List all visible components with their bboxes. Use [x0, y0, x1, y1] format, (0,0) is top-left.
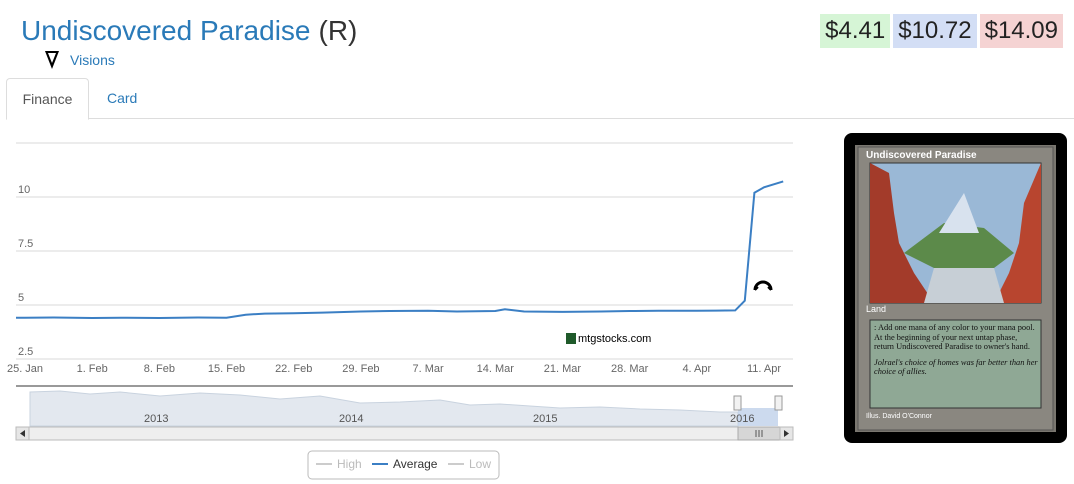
legend-average[interactable]: Average: [393, 457, 438, 471]
card-art-title: Undiscovered Paradise: [866, 150, 977, 161]
legend-high[interactable]: High: [337, 457, 362, 471]
card-art: Undiscovered Paradise Land : Add one man…: [855, 145, 1056, 432]
arrow-right-icon: [784, 430, 789, 437]
x-tick-label: 11. Apr: [747, 363, 781, 375]
chart-navigator[interactable]: 2013 2014 2015 2016: [16, 385, 793, 427]
navigator-left-handle[interactable]: [733, 395, 742, 411]
x-tick-label: 25. Jan: [7, 363, 43, 375]
card-type-line: Land: [866, 304, 886, 314]
card-rules-text: : Add one mana of any color to your mana…: [874, 323, 1035, 352]
set-link[interactable]: Visions: [70, 52, 115, 68]
set-row: Visions: [44, 50, 115, 70]
arrow-left-icon: [20, 430, 25, 437]
legend-low[interactable]: Low: [469, 457, 491, 471]
visions-set-icon: [45, 51, 59, 69]
x-tick-label: 1. Feb: [77, 363, 108, 375]
average-price-badge: $10.72: [893, 14, 977, 48]
x-tick-label: 7. Mar: [412, 363, 444, 375]
card-rarity: (R): [318, 15, 358, 46]
navigator-year-2016: 2016: [730, 413, 754, 425]
navigator-year-2014: 2014: [339, 413, 363, 425]
x-tick-label: 15. Feb: [208, 363, 245, 375]
price-badges: $4.41 $10.72 $14.09: [820, 14, 1063, 48]
card-name[interactable]: Undiscovered Paradise: [21, 15, 311, 46]
x-tick-label: 14. Mar: [477, 363, 515, 375]
y-tick-label: 7.5: [18, 238, 33, 250]
tab-bar: Finance Card: [6, 78, 1074, 120]
x-tick-label: 22. Feb: [275, 363, 312, 375]
price-spike-marker: [753, 280, 773, 291]
x-tick-label: 4. Apr: [682, 363, 711, 375]
x-tick-label: 8. Feb: [144, 363, 175, 375]
x-tick-label: 28. Mar: [611, 363, 649, 375]
navigator-year-2015: 2015: [533, 413, 557, 425]
tab-finance[interactable]: Finance: [6, 78, 89, 120]
chart-legend: High Average Low: [307, 450, 500, 480]
price-chart-svg: 2.5 5 7.5 10 25. Jan 1. Feb 8. Feb 15. Feb 22. …: [7, 142, 794, 480]
tab-card[interactable]: Card: [107, 90, 138, 106]
navigator-year-2013: 2013: [144, 413, 168, 425]
x-tick-label: 29. Feb: [342, 363, 379, 375]
y-tick-label: 5: [18, 292, 24, 304]
average-series-line: [16, 180, 784, 320]
chart-scrollbar[interactable]: [15, 426, 794, 441]
card-artist: Illus. David O'Connor: [866, 413, 933, 420]
card-title: Undiscovered Paradise (R): [21, 12, 357, 50]
watermark-text: mtgstocks.com: [578, 333, 651, 345]
high-price-badge: $14.09: [979, 14, 1063, 48]
card-image: Undiscovered Paradise Land : Add one man…: [844, 133, 1067, 443]
navigator-right-handle[interactable]: [774, 395, 783, 411]
x-tick-label: 21. Mar: [544, 363, 582, 375]
low-price-badge: $4.41: [820, 14, 891, 48]
card-flavor-text: Jolrael's choice of homes was far better…: [874, 357, 1038, 377]
mtgstocks-watermark: mtgstocks.com: [566, 333, 651, 345]
price-chart: 2.5 5 7.5 10 25. Jan 1. Feb 8. Feb 15. Feb 22. …: [0, 130, 800, 484]
y-tick-label: 2.5: [18, 346, 33, 358]
y-tick-label: 10: [18, 184, 30, 196]
